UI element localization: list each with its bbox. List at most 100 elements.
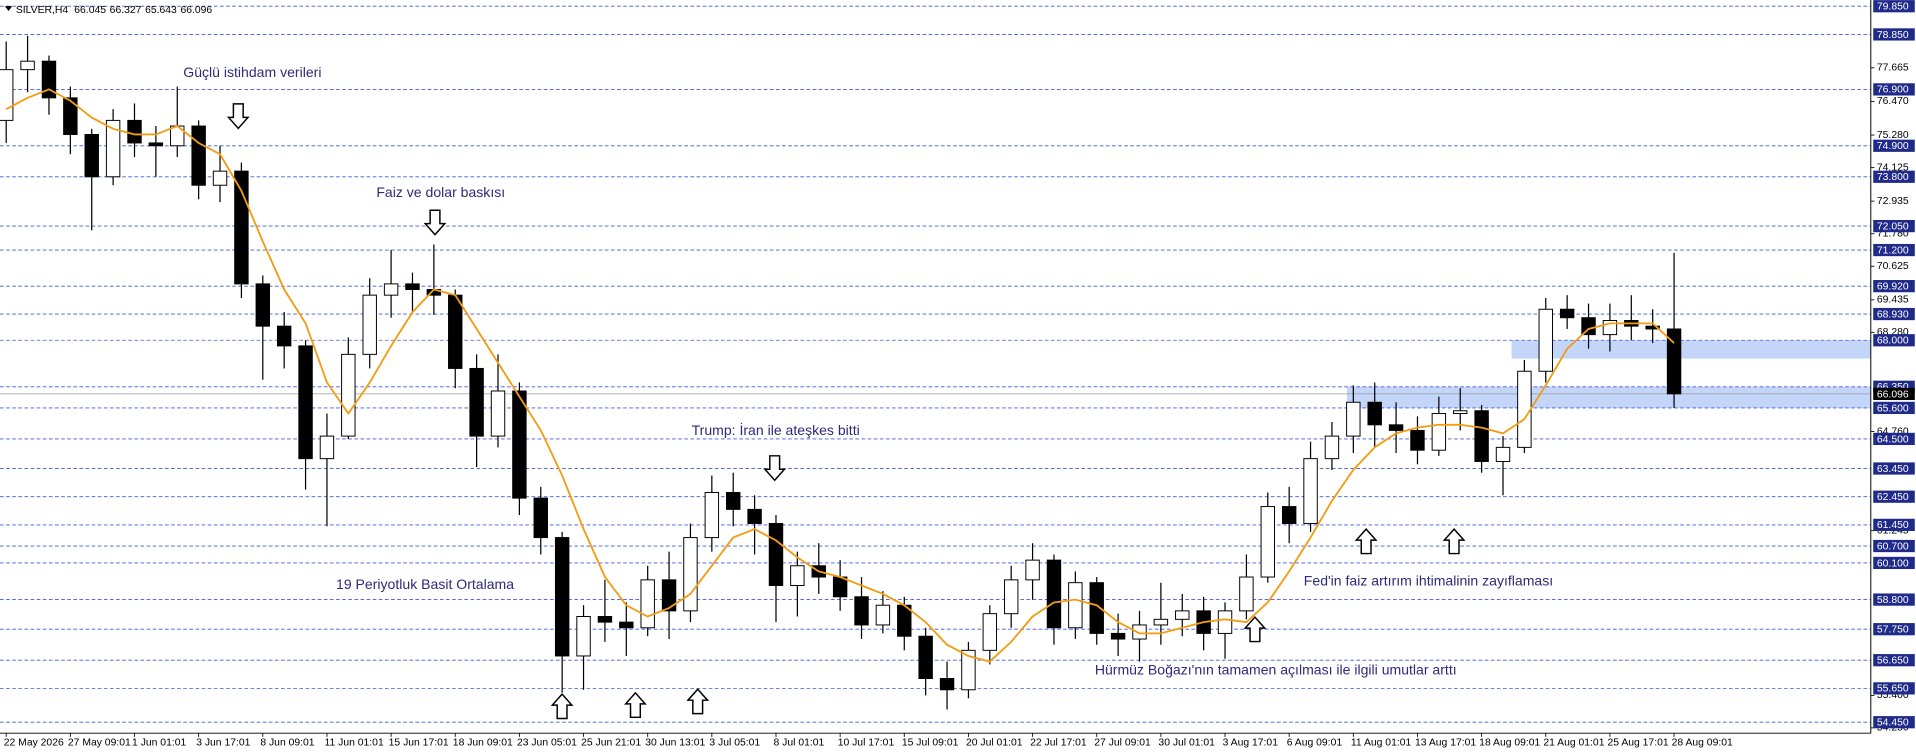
annotation: Trump: İran ile ateşkes bitti [692, 421, 860, 438]
candle-body [448, 294, 463, 369]
annotation: 19 Periyotluk Basit Ortalama [336, 576, 514, 592]
level-label-box [1873, 307, 1915, 321]
arrow-up [1243, 616, 1267, 643]
y-tick-label: 72.935 [1877, 196, 1909, 207]
candle-body [148, 142, 164, 147]
y-tick-label: 68.280 [1877, 327, 1909, 338]
bid-label: 66.096 [1877, 389, 1909, 400]
candle-body [1581, 317, 1596, 336]
level-label-box [1873, 462, 1915, 475]
candle-body [212, 170, 228, 186]
candle-body [683, 537, 698, 612]
arrow-up [1354, 528, 1378, 555]
level-label-box [1873, 490, 1915, 503]
x-tick-label: 22 May 2026 [4, 738, 64, 749]
x-tick-label: 22 Jul 17:01 [1030, 738, 1087, 749]
level-label: 56.650 [1877, 656, 1909, 667]
y-tick-label: 74.125 [1877, 162, 1909, 173]
candle-body [619, 621, 634, 629]
level-label-box [1873, 518, 1915, 531]
candle-body [768, 522, 784, 586]
candle-body [1367, 401, 1382, 426]
candle-body [1410, 429, 1425, 451]
candle-body [1025, 559, 1040, 581]
candle-body [341, 353, 356, 437]
level-label-box [1873, 593, 1915, 606]
moving-average [5, 88, 1675, 663]
candle-body [939, 678, 955, 691]
y-tick-label: 75.280 [1877, 130, 1909, 141]
candle-body [1538, 308, 1553, 372]
level-label: 60.100 [1877, 558, 1909, 569]
y-tick-label: 77.665 [1877, 63, 1909, 74]
candle-body [1260, 506, 1276, 578]
x-tick-label: 30 Jun 13:01 [645, 738, 705, 749]
x-tick-label: 20 Jul 01:01 [966, 738, 1023, 749]
level-label-box [1873, 170, 1915, 183]
bid-label-box [1873, 387, 1915, 401]
x-tick-label: 3 Aug 17:01 [1223, 738, 1279, 749]
level-label-box [1873, 280, 1915, 293]
candle-body [1239, 576, 1254, 612]
candle-body [1666, 328, 1682, 395]
level-label-box [1873, 401, 1915, 415]
candle-body [790, 565, 805, 586]
level-label: 68.000 [1877, 336, 1909, 347]
candle-body [405, 283, 420, 291]
level-label-box [1873, 682, 1915, 695]
level-label-box [1873, 716, 1915, 729]
level-label-box [1873, 0, 1915, 13]
candle-body [1175, 610, 1190, 620]
x-tick-label: 30 Jul 01:01 [1158, 738, 1215, 749]
arrow-down [226, 103, 250, 130]
x-tick-label: 25 Jun 21:01 [581, 738, 641, 749]
level-label: 57.750 [1877, 625, 1909, 636]
x-tick-label: 10 Jul 17:01 [838, 738, 895, 749]
level-label: 78.850 [1877, 30, 1909, 41]
annotation: Fed'in faiz artırım ihtimalinin zayıflam… [1304, 572, 1553, 588]
level-label: 63.450 [1877, 464, 1909, 475]
level-label: 76.900 [1877, 85, 1909, 96]
candle-body [1645, 325, 1660, 330]
candle-body [276, 325, 292, 347]
candle-body [1003, 579, 1019, 615]
candle-body [961, 649, 976, 691]
candle-body [875, 604, 891, 626]
symbol: SILVER,H4 [16, 5, 69, 16]
candle-body [319, 435, 335, 460]
x-tick-label: 13 Aug 17:01 [1415, 738, 1476, 749]
level-label-box [1873, 139, 1915, 152]
level-label: 72.050 [1877, 221, 1909, 232]
chart-header: SILVER,H4 66.045 66.327 65.643 66.096 [16, 5, 213, 16]
candle-body [726, 491, 741, 510]
candle-body [1089, 582, 1104, 634]
level-label-box [1873, 219, 1915, 233]
candle-body [661, 579, 677, 612]
candle-body [747, 508, 762, 524]
candle-body [1495, 446, 1511, 462]
x-tick-label: 3 Jun 17:01 [196, 738, 250, 749]
x-tick-label: 18 Aug 09:01 [1479, 738, 1540, 749]
candle-body [1346, 401, 1361, 437]
level-label: 64.500 [1877, 434, 1909, 445]
candle-body [1110, 632, 1126, 640]
arrow-down [423, 209, 447, 236]
level-label-box [1873, 334, 1915, 347]
open-price: 66.045 [74, 5, 106, 16]
y-tick-label: 69.435 [1877, 295, 1909, 306]
x-tick-label: 15 Jun 17:01 [389, 738, 449, 749]
candle-body [640, 579, 655, 629]
candle-body [1453, 410, 1468, 415]
candle-body [1303, 458, 1318, 524]
candle-body [1431, 413, 1447, 451]
level-label: 73.800 [1877, 172, 1909, 183]
x-tick-label: 28 Aug 09:01 [1672, 738, 1733, 749]
candle-body [41, 60, 57, 99]
candle-body [490, 390, 506, 437]
candle-body [20, 60, 35, 71]
candle-body [1517, 370, 1532, 448]
plot-area [0, 5, 1871, 723]
level-label: 66.350 [1877, 382, 1909, 393]
candle-body [255, 283, 271, 327]
